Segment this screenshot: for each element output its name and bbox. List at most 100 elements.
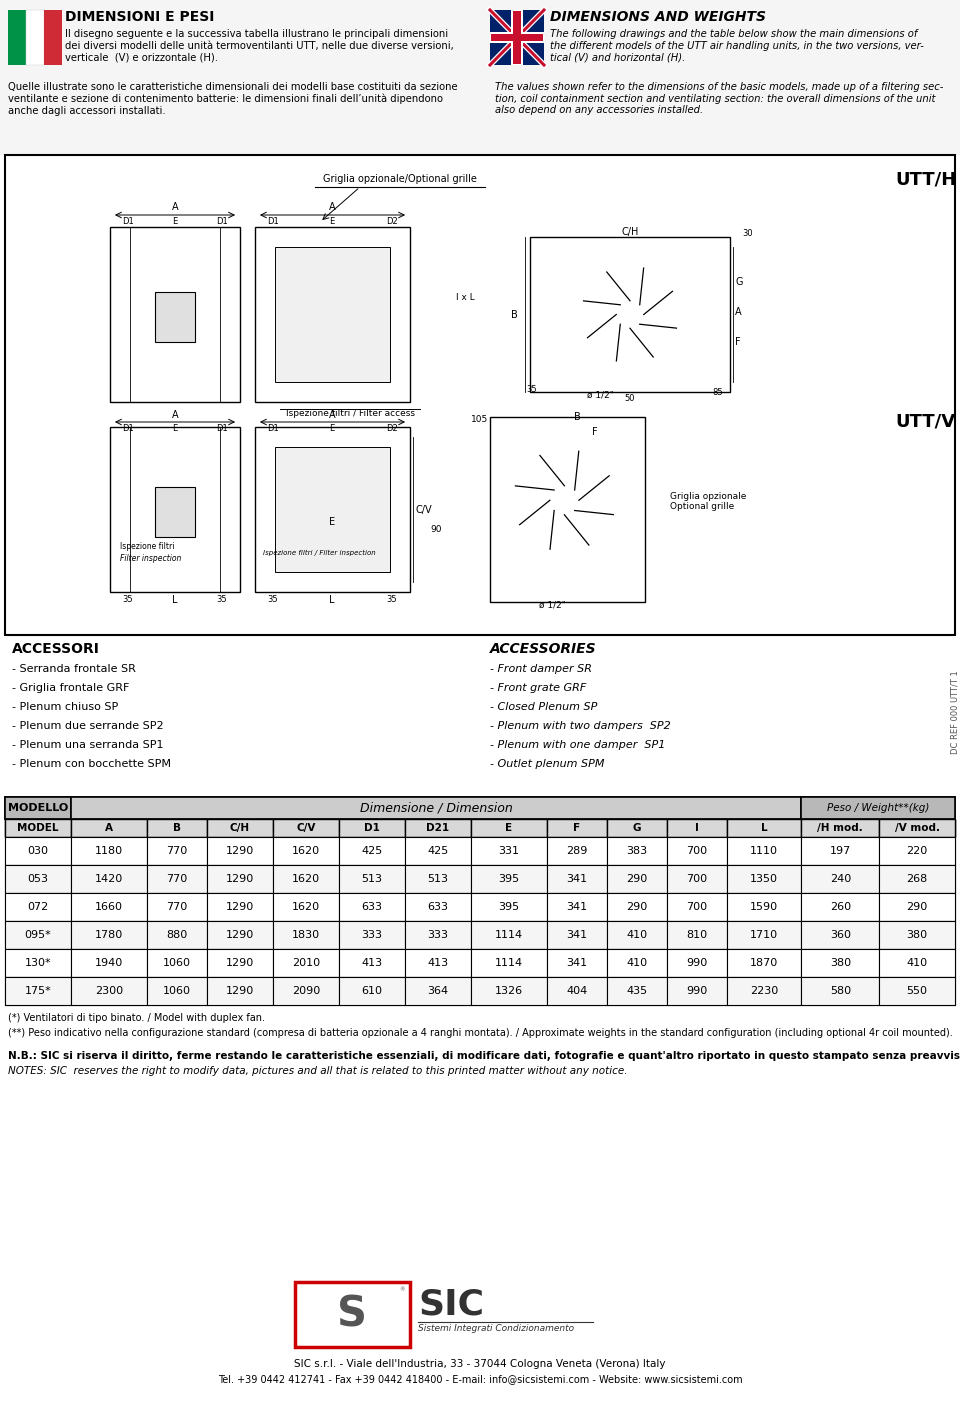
Text: 1290: 1290 — [226, 874, 254, 884]
Text: D2: D2 — [386, 217, 397, 226]
Text: 030: 030 — [28, 846, 49, 856]
Text: B: B — [574, 412, 581, 422]
Bar — [471, 866, 546, 892]
Bar — [802, 796, 955, 819]
Text: 1290: 1290 — [226, 931, 254, 940]
Text: 990: 990 — [686, 986, 708, 995]
Bar — [273, 866, 339, 892]
Bar — [546, 819, 607, 837]
Bar — [511, 10, 523, 65]
Text: MODELLO: MODELLO — [8, 803, 68, 813]
Bar — [273, 921, 339, 949]
Text: I: I — [695, 823, 699, 833]
Bar — [802, 892, 879, 921]
Bar — [802, 819, 879, 837]
Text: - Front damper SR: - Front damper SR — [490, 664, 592, 674]
Text: 413: 413 — [361, 957, 382, 969]
Bar — [206, 921, 273, 949]
Text: 383: 383 — [626, 846, 647, 856]
Bar — [5, 155, 955, 635]
Bar — [275, 448, 390, 572]
Text: DC REF 000 UTT/T 1: DC REF 000 UTT/T 1 — [950, 671, 959, 754]
Bar — [491, 34, 543, 41]
Text: 341: 341 — [566, 931, 588, 940]
Text: 1290: 1290 — [226, 957, 254, 969]
Bar — [607, 892, 667, 921]
Bar — [26, 10, 44, 65]
Bar — [879, 837, 955, 866]
Text: D1: D1 — [216, 217, 228, 226]
Text: 260: 260 — [829, 902, 851, 912]
Bar — [71, 921, 147, 949]
Bar — [667, 892, 727, 921]
Bar — [275, 247, 390, 383]
Text: - Griglia frontale GRF: - Griglia frontale GRF — [12, 683, 130, 693]
Text: L: L — [172, 594, 178, 604]
Text: 633: 633 — [361, 902, 382, 912]
Text: - Plenum with two dampers  SP2: - Plenum with two dampers SP2 — [490, 722, 671, 731]
Text: A: A — [328, 202, 335, 212]
Text: 395: 395 — [498, 902, 519, 912]
Bar — [5, 977, 71, 1005]
Bar — [147, 819, 206, 837]
Bar — [5, 977, 955, 1005]
Text: 380: 380 — [906, 931, 927, 940]
Bar — [0, 0, 960, 155]
Bar — [110, 426, 240, 592]
Text: 1620: 1620 — [292, 902, 320, 912]
Text: E: E — [329, 517, 335, 527]
Bar — [879, 819, 955, 837]
Text: 1780: 1780 — [95, 931, 123, 940]
Text: D1: D1 — [122, 424, 133, 433]
Text: 700: 700 — [686, 874, 708, 884]
Text: 633: 633 — [427, 902, 448, 912]
Text: F: F — [573, 823, 580, 833]
Text: 1060: 1060 — [163, 957, 191, 969]
Text: 1290: 1290 — [226, 902, 254, 912]
Bar — [273, 819, 339, 837]
Text: - Plenum una serranda SP1: - Plenum una serranda SP1 — [12, 740, 163, 750]
Bar — [5, 866, 955, 892]
Text: 1940: 1940 — [95, 957, 123, 969]
Text: 810: 810 — [686, 931, 708, 940]
Text: Ispezione filtri / Filter access: Ispezione filtri / Filter access — [285, 409, 415, 418]
Bar — [5, 949, 955, 977]
Bar — [71, 819, 147, 837]
Text: UTT/H: UTT/H — [895, 169, 956, 188]
Text: 130*: 130* — [25, 957, 51, 969]
Bar — [802, 837, 879, 866]
Text: - Closed Plenum SP: - Closed Plenum SP — [490, 702, 597, 712]
Text: A: A — [328, 409, 335, 419]
Text: 35: 35 — [217, 594, 228, 604]
Bar — [490, 10, 544, 65]
Bar — [667, 819, 727, 837]
Text: - Serranda frontale SR: - Serranda frontale SR — [12, 664, 136, 674]
Bar — [471, 977, 546, 1005]
Text: 2090: 2090 — [292, 986, 320, 995]
Text: 1710: 1710 — [750, 931, 779, 940]
Bar — [339, 819, 405, 837]
Bar — [5, 892, 71, 921]
Text: The following drawings and the table below show the main dimensions of
the diffe: The following drawings and the table bel… — [550, 30, 924, 62]
Text: 513: 513 — [427, 874, 448, 884]
Text: 197: 197 — [829, 846, 851, 856]
Text: B: B — [173, 823, 180, 833]
Text: (*) Ventilatori di tipo binato. / Model with duplex fan.: (*) Ventilatori di tipo binato. / Model … — [8, 1012, 265, 1024]
Bar — [405, 921, 471, 949]
Text: 268: 268 — [906, 874, 927, 884]
Bar — [727, 892, 802, 921]
Bar — [5, 837, 71, 866]
Text: I x L: I x L — [456, 292, 475, 302]
Text: 290: 290 — [626, 902, 647, 912]
Text: NOTES: SIC  reserves the right to modify data, pictures and all that is related : NOTES: SIC reserves the right to modify … — [8, 1066, 628, 1076]
Text: - Plenum chiuso SP: - Plenum chiuso SP — [12, 702, 118, 712]
Bar — [513, 11, 521, 64]
Text: SIC: SIC — [418, 1288, 484, 1322]
Bar — [273, 949, 339, 977]
Text: 1420: 1420 — [95, 874, 123, 884]
Bar — [471, 921, 546, 949]
Text: 220: 220 — [906, 846, 927, 856]
Text: (**) Peso indicativo nella configurazione standard (compresa di batteria opziona: (**) Peso indicativo nella configurazion… — [8, 1028, 952, 1038]
Text: 2300: 2300 — [95, 986, 123, 995]
Bar — [147, 866, 206, 892]
